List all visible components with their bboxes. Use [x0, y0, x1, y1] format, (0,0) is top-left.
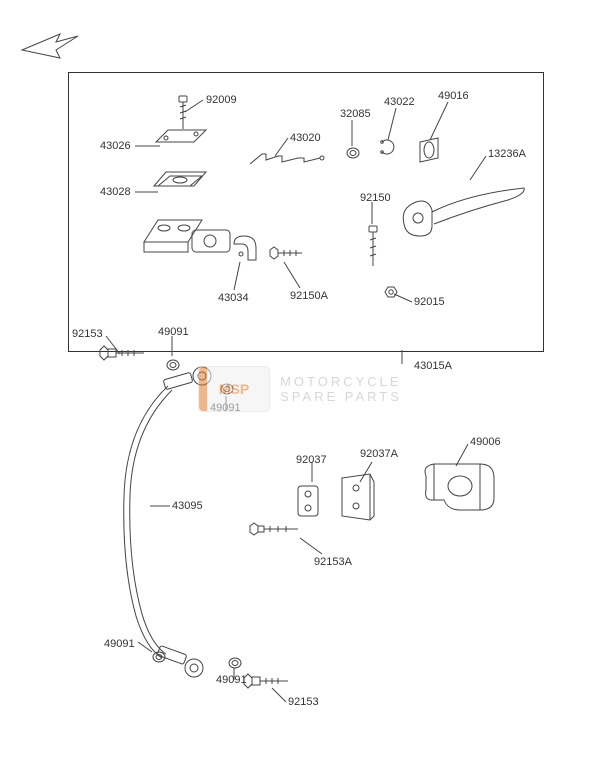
label-92150: 92150 [360, 192, 391, 204]
label-43015A: 43015A [414, 360, 452, 372]
label-92009: 92009 [206, 94, 237, 106]
label-43028: 43028 [100, 186, 131, 198]
label-92153A: 92153A [314, 556, 352, 568]
label-92153t: 92153 [72, 328, 103, 340]
label-92150A: 92150A [290, 290, 328, 302]
label-43020: 43020 [290, 132, 321, 144]
label-92153b: 92153 [288, 696, 319, 708]
label-49091a: 49091 [158, 326, 189, 338]
label-43034: 43034 [218, 292, 249, 304]
label-49006: 49006 [470, 436, 501, 448]
leader-lines [0, 0, 600, 778]
label-49091d: 49091 [216, 674, 247, 686]
label-43026: 43026 [100, 140, 131, 152]
label-49091b: 49091 [210, 402, 241, 414]
label-49091c: 49091 [104, 638, 135, 650]
label-43022: 43022 [384, 96, 415, 108]
label-32085: 32085 [340, 108, 371, 120]
label-13236A: 13236A [488, 148, 526, 160]
label-92037: 92037 [296, 454, 327, 466]
label-92037A: 92037A [360, 448, 398, 460]
label-92015: 92015 [414, 296, 445, 308]
label-49016: 49016 [438, 90, 469, 102]
label-43095: 43095 [172, 500, 203, 512]
